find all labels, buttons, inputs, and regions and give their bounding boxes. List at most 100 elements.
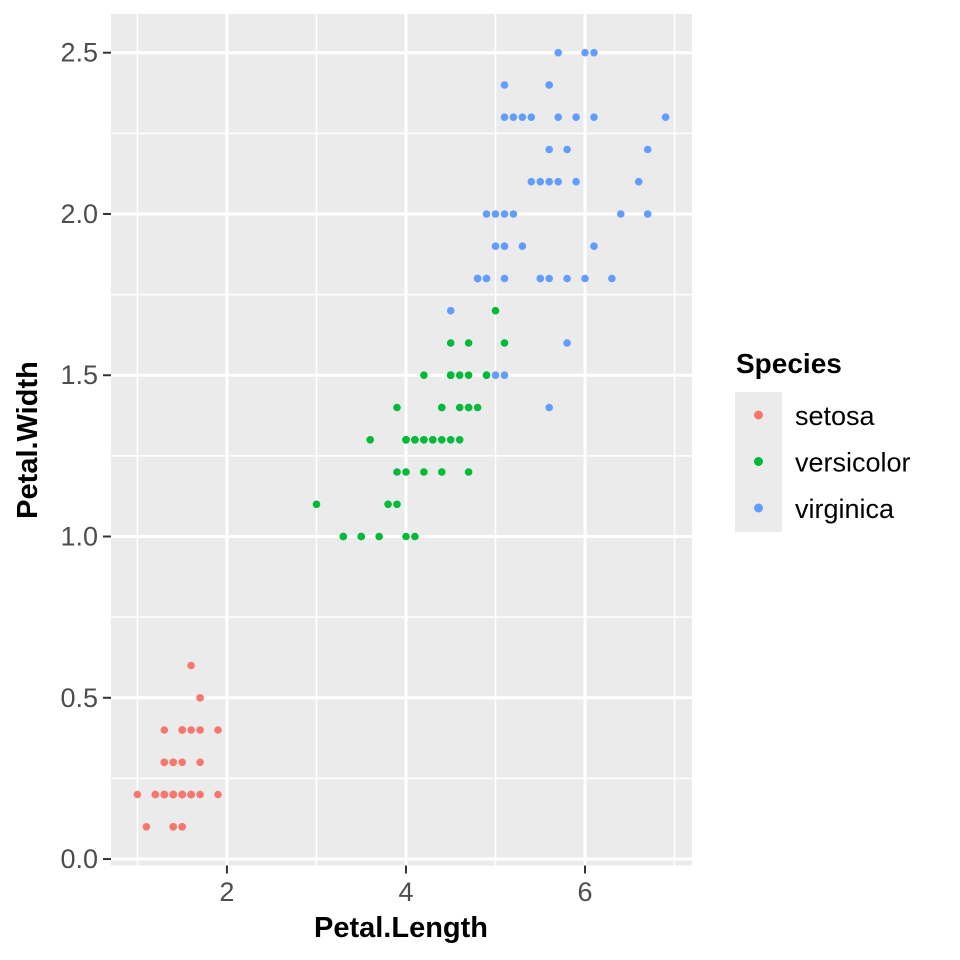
data-point [455,371,464,380]
series-virginica [446,48,670,412]
data-point [572,113,580,121]
data-point [178,758,186,767]
data-point [643,210,652,218]
data-point [196,726,204,734]
data-point [169,823,177,831]
data-point [357,532,366,541]
data-point [464,339,473,347]
data-point [518,113,527,121]
legend: Species setosa versicolor virginica [735,348,911,532]
y-tick-label: 0.5 [60,683,98,713]
data-point [178,823,186,831]
data-point [169,758,177,767]
legend-label-versicolor[interactable]: versicolor [795,448,911,478]
y-tick-label: 0.0 [60,844,98,874]
legend-label-setosa[interactable]: setosa [795,401,876,431]
data-point [402,532,410,541]
x-tick-label: 6 [578,877,593,907]
data-point [491,371,500,380]
data-point [509,210,518,218]
data-point [366,436,375,444]
data-point [554,177,562,186]
x-axis-title: Petal.Length [314,912,488,944]
data-point [446,339,455,347]
data-point [482,371,491,380]
data-point [473,403,482,412]
data-point [455,403,464,412]
data-point [438,436,446,444]
data-point [151,790,160,799]
data-point [500,81,509,89]
data-point [178,790,186,799]
data-point [464,403,473,412]
data-point [375,532,383,541]
data-point [572,177,580,186]
data-point [429,436,437,444]
data-point [590,242,598,250]
legend-label-virginica[interactable]: virginica [795,494,895,524]
data-point [554,113,562,121]
series-versicolor [312,274,509,541]
data-point [643,145,652,154]
data-point [420,436,428,444]
data-point [554,48,562,57]
data-point [393,500,401,509]
data-point [500,274,509,283]
data-point [187,790,195,799]
data-point [617,210,625,218]
data-point [563,339,571,347]
data-point [545,403,553,412]
data-point [482,210,491,218]
data-point [178,726,186,734]
legend-swatch-versicolor-icon [754,457,763,466]
data-point [393,403,401,412]
y-axis: 0.0 0.5 1.0 1.5 2.0 2.5 [60,38,111,874]
data-point [142,823,151,831]
y-tick-label: 2.5 [60,38,98,68]
plot-panel [111,14,692,866]
data-point [536,177,545,186]
data-point [187,726,195,734]
data-point [402,436,410,444]
data-point [590,48,598,57]
data-point [402,468,410,476]
data-point [500,371,509,380]
major-gridlines [111,14,692,866]
data-point [438,403,446,412]
data-point [482,274,491,283]
data-point [411,436,419,444]
data-point [563,145,571,154]
data-point [661,113,670,121]
data-point [509,113,518,121]
data-point [527,177,536,186]
data-point [518,242,527,250]
data-point [446,306,455,315]
data-point [393,468,401,476]
y-axis-title: Petal.Width [12,361,44,519]
data-point [214,790,222,799]
data-point [500,113,509,121]
legend-title: Species [736,348,842,379]
data-point [563,274,571,283]
data-point [196,694,204,702]
data-point [545,145,553,154]
legend-swatch-setosa-icon [754,410,763,420]
data-point [196,758,204,767]
series-setosa [133,661,222,831]
y-tick-label: 1.0 [60,522,98,552]
data-point [500,339,509,347]
data-point [491,306,500,315]
legend-swatch-virginica-icon [754,503,763,513]
data-point [545,177,553,186]
data-point [581,274,589,283]
x-tick-label: 2 [219,877,234,907]
data-point [536,274,545,283]
data-point [187,661,195,670]
data-point [590,113,598,121]
x-tick-label: 4 [398,877,413,907]
data-point [455,436,464,444]
data-point [545,81,553,89]
data-point [491,242,500,250]
